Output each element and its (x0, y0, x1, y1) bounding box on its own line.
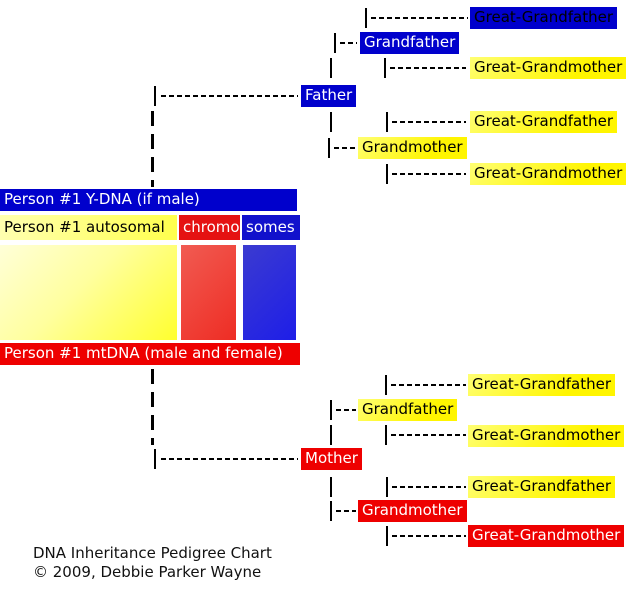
connector-pipe (385, 425, 387, 445)
connector-pipe (385, 375, 387, 395)
person1-autosomal-label-chromo: chromo (179, 215, 240, 240)
person1-autosomal-label-somes: somes (242, 215, 300, 240)
connector-pipe (154, 449, 156, 469)
connector-pipe (330, 425, 332, 445)
node-paternal-great-grandfather-2: Great-Grandfather (470, 111, 617, 133)
connector-pipe (328, 138, 330, 158)
connector-dashes (336, 409, 356, 411)
connector-pipe (330, 501, 332, 521)
node-mother: Mother (301, 448, 362, 470)
connector-dashes (392, 535, 466, 537)
connector-dashes (371, 17, 468, 19)
connector-pipe (386, 477, 388, 497)
connector-pipe (330, 112, 332, 132)
person1-autosomal-label: Person #1 autosomal (0, 215, 177, 240)
autosomal-block-red (181, 245, 236, 340)
connector-pipe (386, 112, 388, 132)
autosomal-block-blue (243, 245, 296, 340)
connector-trunk-father (151, 111, 154, 187)
connector-pipe (386, 526, 388, 546)
connector-pipe (334, 33, 336, 53)
node-paternal-great-grandmother-2: Great-Grandmother (470, 163, 627, 185)
node-paternal-grandfather: Grandfather (360, 32, 460, 54)
node-paternal-great-grandmother-1: Great-Grandmother (470, 57, 627, 79)
node-maternal-great-grandmother-1: Great-Grandmother (468, 425, 625, 447)
connector-pipe (330, 400, 332, 420)
node-father: Father (301, 85, 357, 107)
connector-dashes (161, 458, 298, 460)
node-maternal-great-grandfather-2: Great-Grandfather (468, 476, 615, 498)
connector-dashes (161, 95, 298, 97)
chart-caption: DNA Inheritance Pedigree Chart © 2009, D… (33, 544, 272, 582)
connector-pipe (330, 58, 332, 78)
connector-pipe (384, 58, 386, 78)
node-paternal-grandmother: Grandmother (358, 137, 467, 159)
connector-dashes (391, 434, 466, 436)
connector-dashes (391, 384, 466, 386)
connector-dashes (392, 486, 466, 488)
node-maternal-great-grandmother-2: Great-Grandmother (468, 525, 625, 547)
connector-trunk-mother (151, 369, 154, 445)
connector-dashes (340, 42, 357, 44)
connector-pipe (365, 8, 367, 28)
person1-ydna-bar: Person #1 Y-DNA (if male) (0, 189, 297, 211)
chart-title: DNA Inheritance Pedigree Chart (33, 544, 272, 562)
connector-pipe (330, 477, 332, 497)
connector-dashes (392, 121, 466, 123)
node-maternal-grandfather: Grandfather (358, 399, 458, 421)
chart-copyright: © 2009, Debbie Parker Wayne (33, 563, 262, 581)
connector-dashes (334, 147, 356, 149)
person1-mtdna-bar: Person #1 mtDNA (male and female) (0, 343, 300, 365)
node-maternal-great-grandfather-1: Great-Grandfather (468, 374, 615, 396)
connector-dashes (392, 173, 466, 175)
node-maternal-grandmother: Grandmother (358, 500, 467, 522)
node-paternal-great-grandfather-1: Great-Grandfather (470, 7, 617, 29)
connector-pipe (386, 164, 388, 184)
connector-pipe (154, 86, 156, 106)
connector-dashes (336, 510, 356, 512)
autosomal-block-yellow (0, 245, 177, 340)
connector-dashes (390, 67, 466, 69)
